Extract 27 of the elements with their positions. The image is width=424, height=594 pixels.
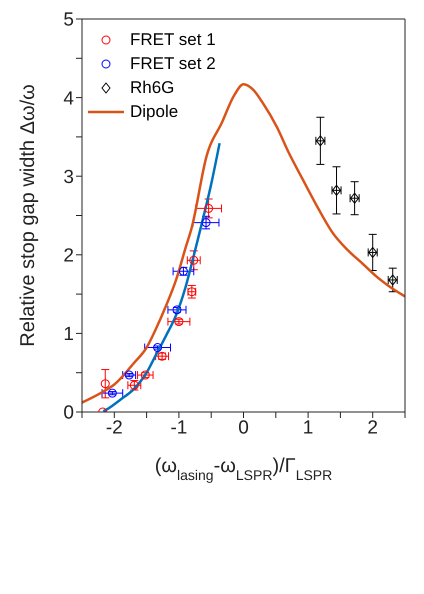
point	[189, 256, 198, 265]
y-tick-label: 1	[63, 324, 74, 346]
point	[202, 218, 211, 228]
legend-label: Rh6G	[130, 77, 174, 99]
x-tick-label: 2	[367, 417, 378, 438]
point	[124, 370, 134, 380]
legend-label: Dipole	[130, 101, 178, 123]
y-tick-label: 3	[63, 166, 74, 188]
x-tick-label: -2	[106, 417, 123, 438]
y-tick-label: 0	[63, 402, 74, 424]
point	[108, 388, 117, 398]
y-axis-title: Relative stop gap width Δω/ω	[17, 84, 39, 347]
y-tick-label: 2	[63, 246, 74, 267]
x-tick-label: 1	[302, 417, 314, 438]
legend-label: FRET set 1	[130, 29, 216, 51]
point	[153, 343, 162, 352]
line-series	[82, 82, 405, 404]
x-tick-label: -1	[170, 417, 188, 438]
x-tick-label: 0	[238, 417, 249, 438]
point	[100, 379, 110, 388]
point	[174, 317, 184, 326]
legend-label: FRET set 2	[130, 53, 216, 75]
point	[140, 370, 150, 380]
x-axis-title: (ω$_{lasing}$-ω$_{LSPR}$)/Γ$_{LSPR}$	[154, 455, 332, 483]
y-tick-label: 5	[63, 10, 74, 31]
y-tick-label: 4	[63, 88, 74, 110]
point	[204, 204, 214, 213]
